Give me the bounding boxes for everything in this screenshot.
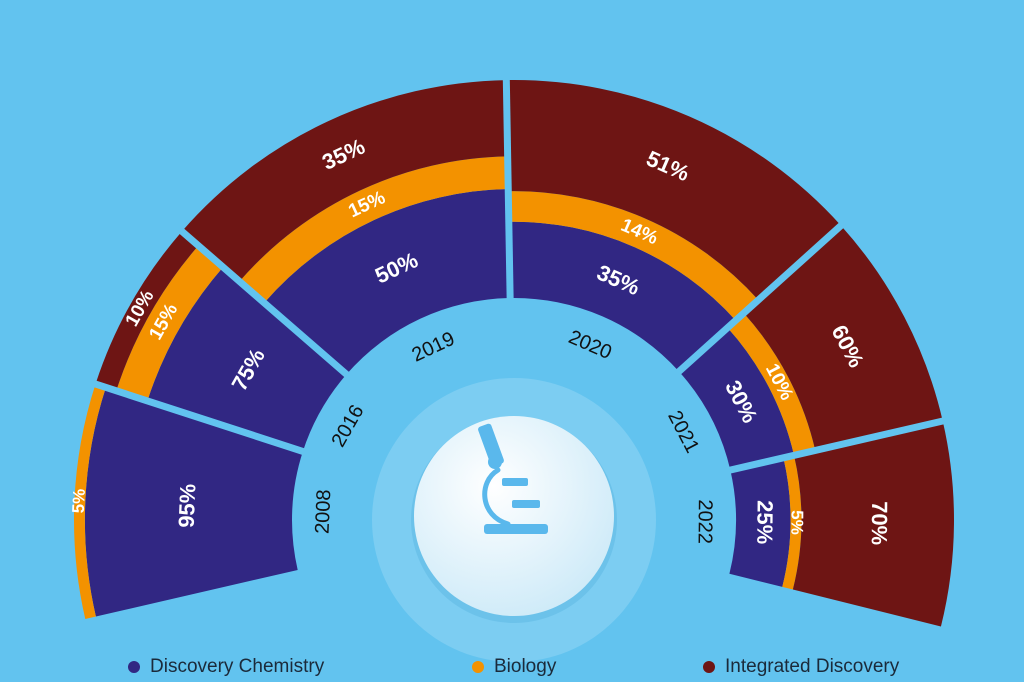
wedge-separator xyxy=(176,226,351,379)
legend-dot-integrated-discovery xyxy=(703,661,715,673)
year-label-2016: 2016 xyxy=(327,401,368,451)
wedge-2022-discovery-chemistry xyxy=(729,457,791,587)
wedge-separator xyxy=(502,76,514,301)
chart-wedges xyxy=(74,80,954,627)
year-label-2008: 2008 xyxy=(312,489,336,534)
wedge-2016-integrated-discovery xyxy=(95,231,199,391)
value-label-2022-biology: 5% xyxy=(787,510,806,535)
wedge-2016-discovery-chemistry xyxy=(147,267,347,452)
wedge-2019-integrated-discovery xyxy=(181,80,508,282)
wedge-2022-integrated-discovery xyxy=(792,421,954,627)
center-circle xyxy=(414,416,614,616)
year-label-2021: 2021 xyxy=(663,407,703,457)
microscope-icon xyxy=(478,423,548,534)
wedge-2020-discovery-chemistry xyxy=(508,221,736,372)
wedge-2021-discovery-chemistry xyxy=(678,327,795,471)
wedge-2020-biology xyxy=(508,191,759,321)
wedge-2016-biology xyxy=(116,245,224,401)
wedge-2019-discovery-chemistry xyxy=(264,189,511,375)
legend-item-discovery-chemistry: Discovery Chemistry xyxy=(128,656,324,678)
year-label-2020: 2020 xyxy=(565,326,615,364)
legend-label-discovery-chemistry: Discovery Chemistry xyxy=(150,656,325,677)
value-label-2008-biology: 5% xyxy=(69,488,89,513)
year-label-2022: 2022 xyxy=(694,499,716,544)
wedge-2020-integrated-discovery xyxy=(506,80,841,300)
center-badge xyxy=(411,416,617,623)
wedge-2019-biology xyxy=(239,156,509,303)
legend-dot-biology xyxy=(472,661,484,673)
legend-label-integrated-discovery: Integrated Discovery xyxy=(725,656,900,677)
value-label-2022-discovery-chemistry: 25% xyxy=(752,500,777,544)
legend-item-integrated-discovery: Integrated Discovery xyxy=(703,656,899,678)
legend: Discovery Chemistry Biology Integrated D… xyxy=(0,656,1024,682)
wedge-2008-biology xyxy=(74,384,106,619)
wedge-separator xyxy=(727,416,948,474)
value-label-2008-discovery-chemistry: 95% xyxy=(174,483,201,528)
legend-dot-discovery-chemistry xyxy=(128,661,140,673)
wedge-2008-discovery-chemistry xyxy=(84,387,303,617)
legend-item-biology: Biology xyxy=(472,656,556,678)
wedge-separator xyxy=(675,220,847,376)
legend-label-biology: Biology xyxy=(494,656,557,677)
wedge-2021-integrated-discovery xyxy=(743,225,943,451)
year-label-2019: 2019 xyxy=(409,328,459,367)
wedge-2021-biology xyxy=(727,313,816,456)
value-label-2022-integrated-discovery: 70% xyxy=(867,501,892,545)
wedge-2022-biology xyxy=(782,455,802,590)
wedge-separator xyxy=(90,379,306,456)
chart-separators xyxy=(90,76,948,474)
